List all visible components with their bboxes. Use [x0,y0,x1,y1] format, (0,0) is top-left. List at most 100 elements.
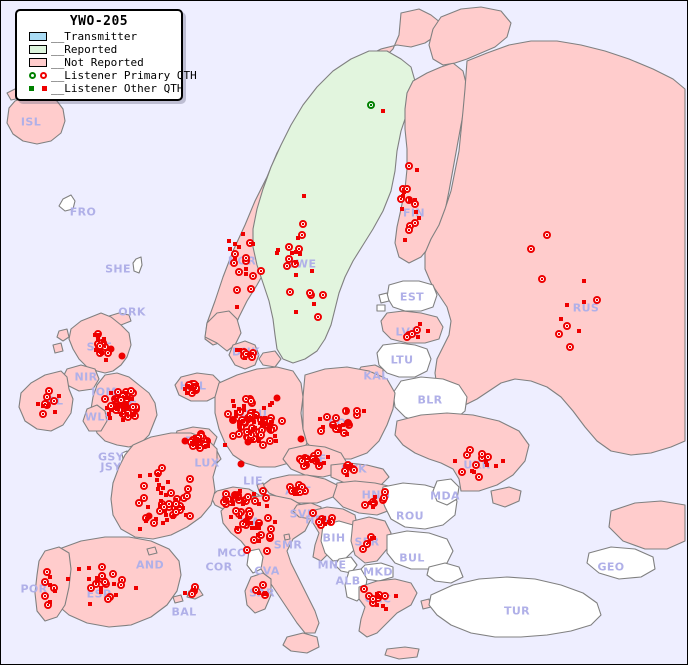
legend-item-other-qth: __Listener Other QTH [22,82,183,95]
listener-other-qth-marker [337,429,341,433]
listener-primary-qth-marker [41,592,49,600]
listener-other-qth-marker [197,439,201,443]
legend-title: YWO-205 [69,14,129,29]
listener-other-qth-marker [114,593,118,597]
listener-primary-qth-marker [247,397,255,405]
listener-other-qth-marker [294,310,298,314]
listener-other-qth-marker [310,269,314,273]
listener-other-qth-marker [268,428,272,432]
listener-primary-qth-marker [472,461,480,469]
listener-other-qth-marker [243,356,247,360]
listener-other-qth-marker [269,420,273,424]
listener-other-qth-marker [294,487,298,491]
transmitter-swatch [29,32,47,41]
listener-other-qth-marker [109,408,113,412]
listener-other-qth-marker [362,409,366,413]
listener-primary-qth-marker [563,322,571,330]
listener-primary-qth-marker [117,581,125,589]
listener-other-qth-marker [296,236,300,240]
listener-other-qth-marker [276,248,280,252]
listener-other-qth-marker [246,521,250,525]
listener-other-qth-marker [296,486,300,490]
listener-other-qth-marker [238,348,242,352]
listener-other-qth-marker [184,513,188,517]
listener-other-qth-marker [326,455,330,459]
listener-other-qth-marker [426,329,430,333]
listener-other-qth-marker [183,591,187,595]
listener-primary-qth-marker [527,245,535,253]
listener-other-qth-marker [244,267,248,271]
listener-other-qth-marker [577,329,581,333]
country-EST [386,280,438,312]
listener-primary-qth-marker [566,343,574,351]
listener-other-qth-marker [95,576,99,580]
listener-primary-qth-marker [309,509,317,517]
listener-other-qth-marker [225,498,229,502]
listener-other-qth-marker [235,496,239,500]
country-DNK-isl [258,350,282,368]
listener-other-qth-marker [371,505,375,509]
listener-primary-qth-marker [283,262,291,270]
listener-other-qth-marker [97,349,101,353]
legend-label-not-reported: __Not Reported [51,56,144,69]
listener-other-qth-marker [302,194,306,198]
listener-other-qth-marker [257,502,261,506]
listener-primary-qth-marker [463,451,471,459]
listener-other-qth-marker [494,464,498,468]
listener-other-qth-marker [237,422,241,426]
listener-other-qth-marker [228,247,232,251]
listener-other-qth-marker [202,445,206,449]
listener-other-qth-marker [295,492,299,496]
listener-primary-qth-marker [285,255,293,263]
listener-other-qth-marker [57,394,61,398]
listener-other-qth-marker [99,586,103,590]
listener-other-qth-marker [375,592,379,596]
listener-other-qth-marker [485,463,489,467]
listener-primary-qth-marker [299,220,307,228]
listener-other-qth-marker [293,492,297,496]
listener-primary-qth-marker [129,403,137,411]
listener-other-qth-marker [253,426,257,430]
listener-other-qth-marker [46,404,50,408]
listener-other-qth-marker [414,210,418,214]
not-reported-swatch [29,58,47,67]
listener-other-qth-marker [156,487,160,491]
legend-label-transmitter: __Transmitter [51,30,138,43]
listener-primary-qth-marker [538,275,546,283]
listener-other-qth-marker [327,520,331,524]
listener-other-qth-marker [258,522,262,526]
listener-other-qth-marker [416,335,420,339]
listener-primary-qth-marker [408,330,416,338]
listener-other-qth-marker [381,109,385,113]
listener-other-qth-marker [333,425,337,429]
listener-primary-qth-marker [87,584,95,592]
listener-other-qth-marker [242,408,246,412]
country-WLS [82,404,108,432]
other-qth-markers [29,86,47,91]
country-SWE [252,50,416,364]
listener-primary-qth-marker [403,185,411,193]
listener-other-qth-marker [373,495,377,499]
listener-primary-qth-marker [380,494,388,502]
country-GRC-crete [384,646,420,660]
country-UKR-crimea [490,486,522,508]
country-EST-isle2 [376,304,386,312]
listener-other-qth-marker [241,419,245,423]
listener-other-qth-marker [265,504,269,508]
country-ISL [6,94,66,145]
listener-other-qth-marker [260,418,264,422]
listener-primary-qth-marker [104,595,112,603]
listener-primary-qth-marker [314,449,322,457]
listener-other-qth-marker [124,391,128,395]
listener-other-qth-marker [161,486,165,490]
listener-other-qth-marker [256,524,260,528]
listener-other-qth-marker [154,517,158,521]
listener-other-qth-marker [231,399,235,403]
listener-other-qth-marker [263,416,267,420]
listener-primary-qth-marker [222,490,230,498]
listener-other-qth-marker [250,439,254,443]
listener-other-qth-marker [148,473,152,477]
listener-other-qth-marker [181,506,185,510]
listener-other-qth-marker [161,521,165,525]
listener-other-qth-marker [258,421,262,425]
